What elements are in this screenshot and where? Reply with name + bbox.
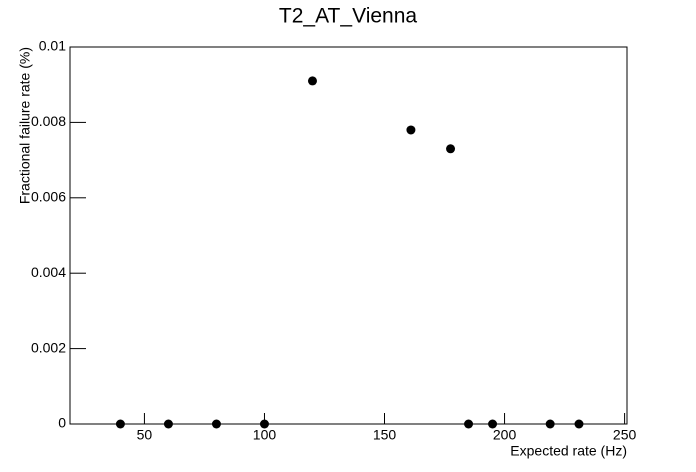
y-tick-label: 0.002 xyxy=(31,339,66,355)
point xyxy=(545,419,555,429)
point xyxy=(446,144,456,154)
point xyxy=(115,419,125,429)
point xyxy=(488,419,498,429)
x-tick-label: 250 xyxy=(613,427,637,443)
point xyxy=(307,76,317,86)
x-tick-label: 200 xyxy=(493,427,517,443)
point xyxy=(211,419,221,429)
y-tick-label: 0 xyxy=(58,415,66,431)
y-tick-label: 0.01 xyxy=(39,38,66,54)
x-tick-label: 50 xyxy=(137,427,153,443)
x-tick-label: 100 xyxy=(253,427,277,443)
chart-title: T2_AT_Vienna xyxy=(279,5,417,28)
x-tick-label: 150 xyxy=(373,427,397,443)
point xyxy=(574,419,584,429)
y-tick-label: 0.006 xyxy=(31,189,66,205)
point xyxy=(163,419,173,429)
y-axis-label: Fractional failure rate (%) xyxy=(17,47,33,204)
plot-frame xyxy=(69,46,628,425)
point xyxy=(406,125,416,135)
point xyxy=(259,419,269,429)
y-tick-label: 0.004 xyxy=(31,264,66,280)
y-tick-label: 0.008 xyxy=(31,113,66,129)
point xyxy=(464,419,474,429)
x-axis-label: Expected rate (Hz) xyxy=(510,443,627,459)
